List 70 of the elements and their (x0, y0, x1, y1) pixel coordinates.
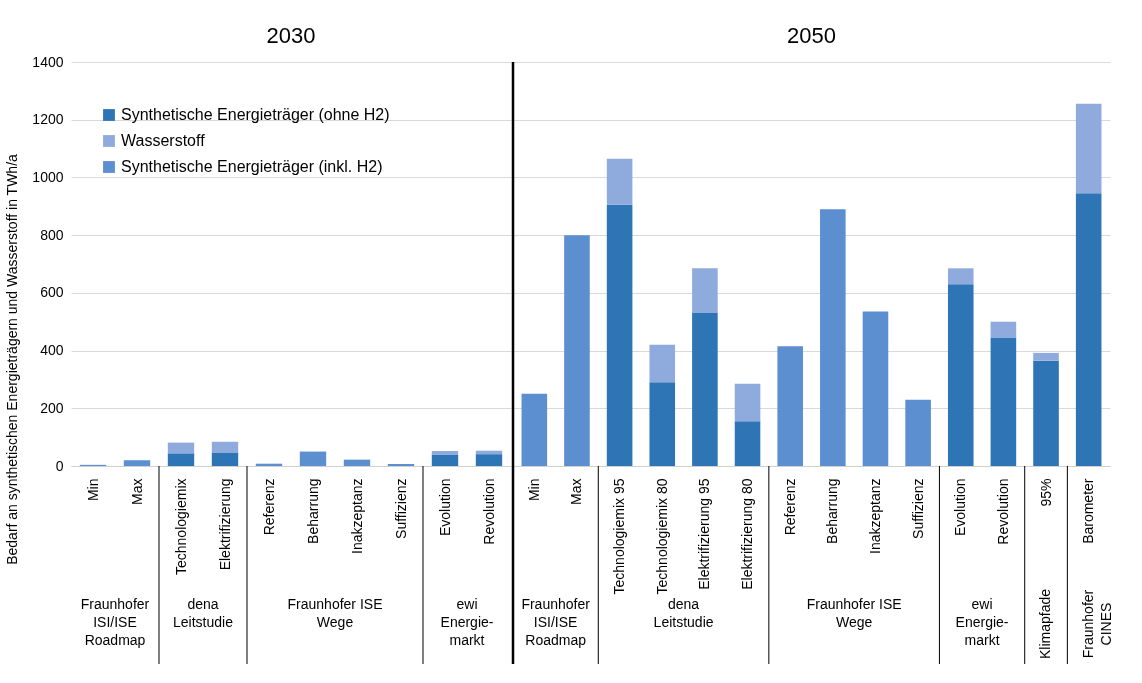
y-tick-label: 400 (40, 342, 64, 359)
x-tick-label: Beharrung (824, 478, 841, 544)
y-tick-label: 800 (40, 226, 64, 243)
x-tick-label: Technologiemix 80 (653, 478, 670, 595)
x-tick-label: Elektrifizierung 80 (739, 478, 756, 590)
x-tick-label: Inakzeptanz (866, 478, 883, 554)
chart-title: 2050 (787, 23, 836, 48)
y-tick-label: 600 (40, 284, 64, 301)
bar (649, 344, 676, 383)
bar (606, 204, 633, 466)
bar (1033, 352, 1059, 361)
bar (820, 209, 846, 466)
x-tick-label: Referenz (260, 478, 277, 536)
text: Fraunhofer ISE Wege (806, 596, 902, 630)
y-tick-label: 0 (55, 457, 64, 474)
x-tick-label: Suffizienz (909, 478, 926, 539)
text: ewi Energie- markt (440, 596, 494, 648)
y-tick-label: 200 (40, 399, 64, 416)
y-tick-label: 1000 (32, 168, 64, 185)
y-axis-title: Bedarf an synthetischen Energieträgern und Wasserstoff in TWh/a (4, 153, 21, 565)
x-tick-label: Elektrifizierung (216, 478, 233, 571)
y-tick-label: 1400 (32, 53, 64, 70)
x-tick-label: Technologiemix (172, 478, 189, 575)
x-tick-label: Max (568, 478, 585, 505)
x-tick-label: Min (84, 478, 101, 502)
x-tick-label: Referenz (781, 478, 798, 536)
x-tick-label: Suffizienz (392, 478, 409, 539)
chart-title: 2030 (266, 23, 316, 48)
bar (649, 382, 676, 466)
bar (1075, 193, 1102, 466)
legend-label: Wasserstoff (121, 132, 206, 149)
text: Klimapfade (1037, 588, 1054, 660)
x-tick-label: Max (128, 478, 145, 505)
bar (990, 321, 1017, 338)
x-tick-label: Elektrifizierung 95 (696, 478, 713, 590)
bar (947, 284, 974, 466)
x-tick-label: Technologiemix 95 (611, 478, 628, 595)
bar (734, 421, 761, 466)
bar (606, 158, 633, 205)
text: Fraunhofer ISI/ISE Roadmap (80, 596, 150, 648)
x-tick-label: Beharrung (304, 478, 321, 544)
text: dena Leitstudie (173, 596, 234, 630)
bar (692, 268, 718, 314)
legend-label: Synthetische Energieträger (inkl. H2) (121, 158, 383, 175)
x-tick-label: Min (525, 478, 542, 502)
text: Fraunhofer CINES (1079, 589, 1114, 659)
x-tick-label: Revolution (480, 478, 497, 545)
bar (734, 383, 761, 422)
text: Fraunhofer ISE Wege (287, 596, 383, 630)
bar (947, 268, 974, 285)
x-tick-label: Inakzeptanz (348, 478, 365, 554)
bar (521, 393, 548, 466)
text: ewi Energie- markt (955, 596, 1009, 648)
bar (564, 235, 590, 466)
bar (905, 399, 931, 466)
x-tick-label: 95% (1037, 478, 1054, 507)
text: Fraunhofer ISI/ISE Roadmap (521, 596, 591, 648)
text: dena Leitstudie (653, 596, 714, 630)
bar (862, 311, 889, 466)
x-tick-label: Evolution (952, 478, 969, 537)
bar (777, 346, 803, 466)
legend-label: Synthetische Energieträger (ohne H2) (121, 106, 390, 123)
x-tick-label: Barometer (1080, 478, 1097, 544)
bar (692, 313, 718, 466)
bar (990, 337, 1017, 466)
y-tick-label: 1200 (32, 111, 64, 128)
x-tick-label: Evolution (436, 478, 453, 537)
bar (1033, 360, 1059, 466)
x-tick-label: Revolution (994, 478, 1011, 545)
bar (1075, 103, 1102, 194)
